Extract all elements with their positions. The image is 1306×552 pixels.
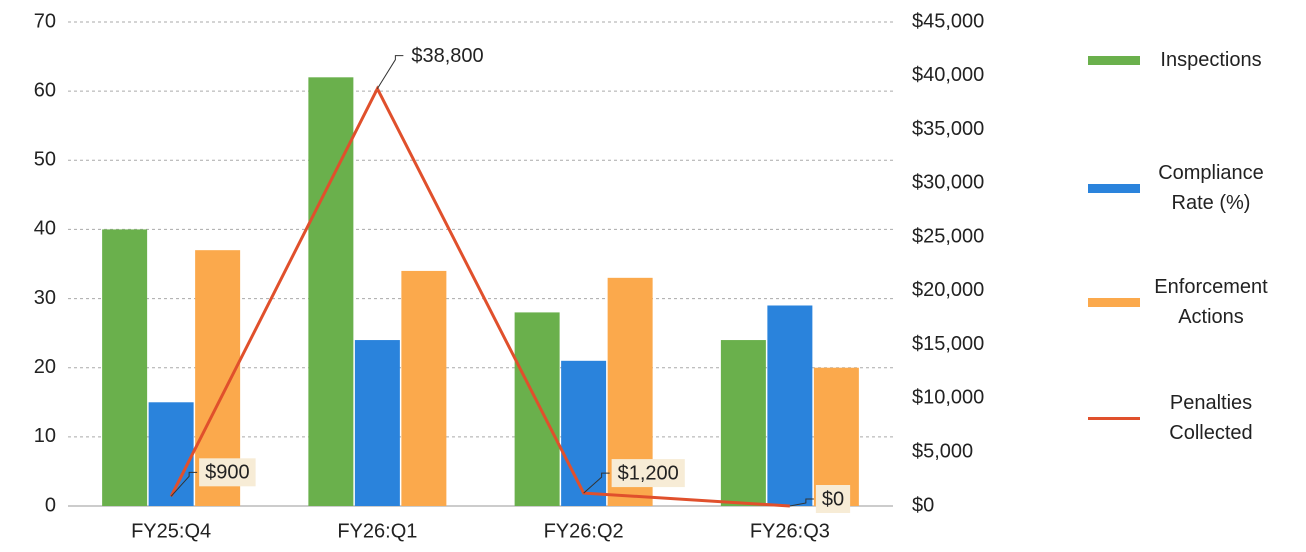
- x-tick-label: FY26:Q1: [337, 520, 417, 542]
- leader-line: [789, 498, 814, 507]
- y2-tick-label: $35,000: [912, 118, 984, 140]
- y2-tick-label: $5,000: [912, 441, 973, 463]
- y2-tick-label: $45,000: [912, 10, 984, 32]
- legend-item: Compliance Rate (%): [1088, 158, 1286, 218]
- data-label-bg: [405, 41, 490, 70]
- legend-swatch: [1088, 416, 1140, 420]
- legend-swatch: [1088, 183, 1140, 193]
- data-label: $1,200: [618, 462, 679, 484]
- y2-tick-label: $0: [912, 494, 934, 516]
- bar: [514, 312, 560, 506]
- y-tick-label: 30: [34, 287, 56, 309]
- data-label: $38,800: [411, 45, 483, 67]
- y2-tick-label: $20,000: [912, 279, 984, 301]
- legend-label: Inspections: [1160, 49, 1262, 71]
- y2-tick-label: $10,000: [912, 387, 984, 409]
- data-label-bg: [815, 485, 851, 513]
- legend-item: Enforcement Actions: [1088, 272, 1286, 332]
- legend-item: Inspections: [1088, 45, 1286, 75]
- y2-tick-label: $25,000: [912, 225, 984, 247]
- x-tick-label: FY26:Q3: [750, 520, 830, 542]
- bar: [102, 229, 148, 506]
- bar: [148, 402, 194, 506]
- y-tick-label: 10: [34, 425, 56, 447]
- y-tick-label: 60: [34, 79, 56, 101]
- bar: [561, 360, 607, 506]
- data-label-bg: [199, 458, 256, 487]
- y2-tick-label: $15,000: [912, 333, 984, 355]
- y-tick-label: 0: [45, 494, 56, 516]
- data-label: $900: [205, 462, 250, 484]
- data-label-bg: [611, 459, 685, 488]
- legend-swatch: [1088, 297, 1140, 307]
- line-series: [169, 85, 790, 508]
- legend-label: Penalties Collected: [1169, 392, 1253, 444]
- y-tick-label: 20: [34, 356, 56, 378]
- y2-tick-label: $40,000: [912, 64, 984, 86]
- y-tick-label: 70: [34, 10, 56, 32]
- bar: [813, 367, 859, 506]
- data-label: $0: [822, 488, 844, 510]
- x-tick-label: FY25:Q4: [131, 520, 211, 542]
- leader-line: [376, 55, 404, 89]
- bar: [308, 77, 354, 507]
- y-tick-label: 50: [34, 149, 56, 171]
- y-tick-label: 40: [34, 218, 56, 240]
- bar: [354, 340, 400, 506]
- x-tick-label: FY26:Q2: [544, 520, 624, 542]
- legend-label: Enforcement Actions: [1154, 276, 1268, 328]
- legend-item: Penalties Collected: [1088, 388, 1286, 448]
- leader-line: [170, 471, 198, 497]
- bar: [767, 305, 813, 506]
- leader-line: [583, 472, 610, 494]
- legend-label: Compliance Rate (%): [1158, 162, 1264, 214]
- legend-swatch: [1088, 55, 1140, 65]
- y2-tick-label: $30,000: [912, 172, 984, 194]
- bar: [720, 340, 766, 506]
- bar: [401, 270, 447, 506]
